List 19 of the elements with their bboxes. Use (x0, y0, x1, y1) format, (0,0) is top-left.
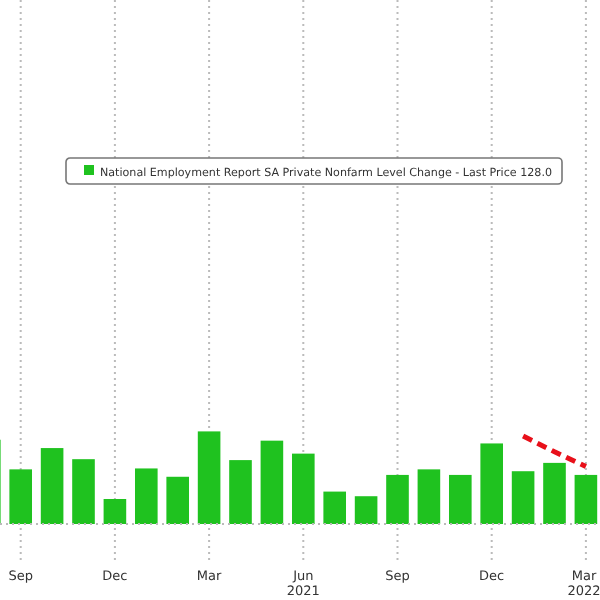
bar (511, 471, 535, 524)
bar (543, 462, 566, 524)
bar (229, 460, 252, 524)
bar (449, 474, 472, 524)
bar (354, 496, 378, 524)
bar (9, 469, 32, 524)
bar (166, 476, 189, 524)
bar (72, 459, 95, 524)
bar (292, 453, 315, 524)
bar (260, 440, 284, 524)
bar (480, 443, 503, 524)
bar (103, 499, 127, 524)
bar (386, 474, 409, 524)
bar (135, 468, 158, 524)
bar (574, 474, 598, 524)
bar (197, 431, 221, 524)
bar (417, 469, 441, 524)
bar (40, 448, 64, 524)
bar (323, 491, 346, 524)
